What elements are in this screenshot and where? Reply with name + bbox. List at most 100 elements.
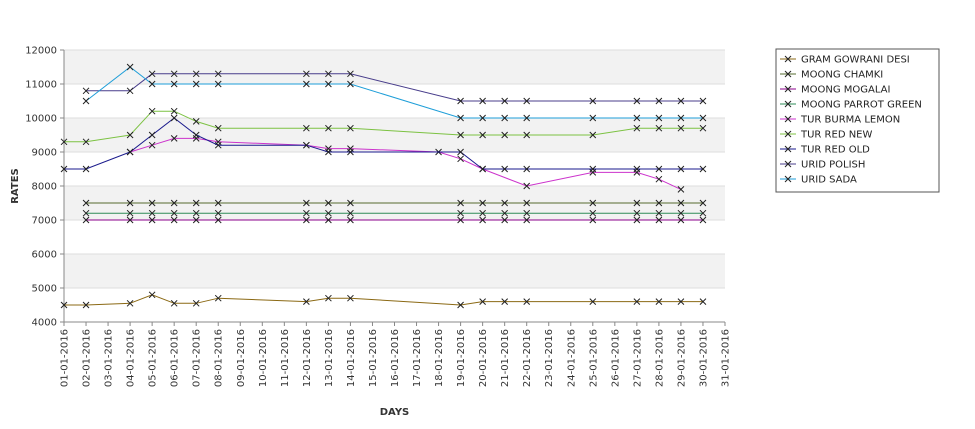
data-point bbox=[148, 80, 156, 88]
legend-label: URID SADA bbox=[801, 175, 857, 186]
data-point bbox=[479, 131, 486, 139]
legend-item[interactable]: TUR RED OLD bbox=[780, 145, 870, 156]
data-point bbox=[501, 114, 509, 122]
data-point bbox=[82, 199, 90, 207]
x-tick-label: 21-01-2016 bbox=[500, 329, 511, 387]
data-point bbox=[60, 138, 68, 146]
data-point bbox=[325, 70, 332, 78]
legend-label: GRAM GOWRANI DESI bbox=[801, 55, 910, 66]
data-point bbox=[655, 175, 663, 183]
data-point bbox=[523, 114, 531, 122]
data-point bbox=[633, 165, 641, 173]
data-point bbox=[303, 209, 310, 217]
data-point bbox=[633, 97, 641, 105]
series-0 bbox=[60, 291, 707, 309]
data-point bbox=[126, 87, 134, 95]
data-point bbox=[677, 114, 685, 122]
data-point bbox=[82, 301, 90, 309]
data-point bbox=[148, 209, 156, 217]
legend-label: TUR RED NEW bbox=[800, 130, 872, 141]
data-point bbox=[677, 298, 685, 305]
data-point bbox=[214, 70, 222, 78]
data-point bbox=[457, 155, 464, 163]
data-point bbox=[523, 165, 531, 173]
data-point bbox=[479, 114, 486, 122]
legend-item[interactable]: MOONG CHAMKI bbox=[780, 70, 883, 81]
data-point bbox=[347, 199, 354, 207]
x-tick-label: 03-01-2016 bbox=[104, 329, 115, 387]
legend: GRAM GOWRANI DESI MOONG CHAMKI MOONG MOGAL… bbox=[775, 48, 940, 193]
data-point bbox=[699, 216, 707, 224]
data-point bbox=[82, 97, 90, 105]
legend-marker bbox=[784, 55, 792, 63]
data-point bbox=[699, 114, 707, 122]
data-point bbox=[589, 209, 597, 217]
x-axis-ticks: 01-01-2016 02-01-2016 03-01-2016 04-01-2016… bbox=[60, 322, 732, 387]
series-7 bbox=[82, 70, 707, 105]
x-tick-label: 12-01-2016 bbox=[302, 329, 313, 387]
data-point bbox=[148, 199, 156, 207]
data-point bbox=[148, 107, 156, 115]
data-point bbox=[699, 124, 707, 132]
data-point bbox=[126, 148, 134, 156]
y-tick-label: 9000 bbox=[32, 148, 57, 159]
legend-item[interactable]: TUR RED NEW bbox=[780, 130, 872, 141]
data-point bbox=[347, 209, 354, 217]
data-point bbox=[589, 165, 597, 173]
data-point bbox=[633, 124, 641, 132]
x-tick-label: 26-01-2016 bbox=[610, 329, 621, 387]
legend-marker bbox=[784, 145, 792, 153]
data-point bbox=[148, 131, 156, 139]
data-point bbox=[126, 299, 134, 307]
data-point bbox=[523, 298, 531, 305]
data-point bbox=[501, 209, 509, 217]
data-point bbox=[126, 63, 134, 71]
legend-marker bbox=[784, 175, 792, 183]
data-point bbox=[501, 298, 509, 305]
data-point bbox=[523, 182, 531, 190]
data-point bbox=[82, 165, 90, 173]
legend-marker bbox=[784, 130, 792, 138]
data-point bbox=[633, 199, 641, 207]
legend-item[interactable]: MOONG PARROT GREEN bbox=[780, 100, 922, 111]
data-point bbox=[192, 80, 200, 88]
x-tick-label: 04-01-2016 bbox=[126, 329, 137, 387]
x-tick-label: 23-01-2016 bbox=[544, 329, 555, 387]
legend-item[interactable]: URID POLISH bbox=[780, 160, 865, 171]
data-point bbox=[325, 148, 332, 156]
data-point bbox=[170, 80, 178, 88]
data-point bbox=[523, 209, 531, 217]
legend-box bbox=[775, 48, 940, 193]
x-tick-label: 13-01-2016 bbox=[324, 329, 335, 387]
data-point bbox=[347, 148, 354, 156]
data-point bbox=[192, 199, 200, 207]
data-point bbox=[501, 199, 509, 207]
y-tick-label: 7000 bbox=[32, 216, 57, 227]
data-point bbox=[633, 298, 641, 305]
data-point bbox=[303, 216, 310, 224]
data-point bbox=[699, 199, 707, 207]
legend-item[interactable]: URID SADA bbox=[780, 175, 857, 186]
legend-item[interactable]: GRAM GOWRANI DESI bbox=[780, 55, 910, 66]
data-point bbox=[170, 114, 178, 122]
data-point bbox=[214, 209, 222, 217]
legend-item[interactable]: MOONG MOGALAI bbox=[780, 85, 890, 96]
data-point bbox=[677, 209, 685, 217]
data-point bbox=[501, 216, 509, 224]
data-point bbox=[214, 124, 222, 132]
data-point bbox=[214, 216, 222, 224]
series-line bbox=[86, 73, 703, 102]
data-point bbox=[303, 70, 310, 78]
data-point bbox=[126, 209, 134, 217]
y-tick-label: 12000 bbox=[25, 46, 57, 57]
data-point bbox=[192, 299, 200, 307]
data-point bbox=[347, 216, 354, 224]
x-tick-label: 22-01-2016 bbox=[522, 329, 533, 387]
data-point bbox=[677, 186, 685, 193]
data-point bbox=[457, 97, 464, 105]
y-axis-ticks: 4000 5000 6000 7000 8000 9000 10000 11000 12000 bbox=[25, 46, 64, 329]
data-point bbox=[60, 165, 68, 173]
data-point bbox=[325, 199, 332, 207]
legend-item[interactable]: TUR BURMA LEMON bbox=[780, 115, 900, 126]
